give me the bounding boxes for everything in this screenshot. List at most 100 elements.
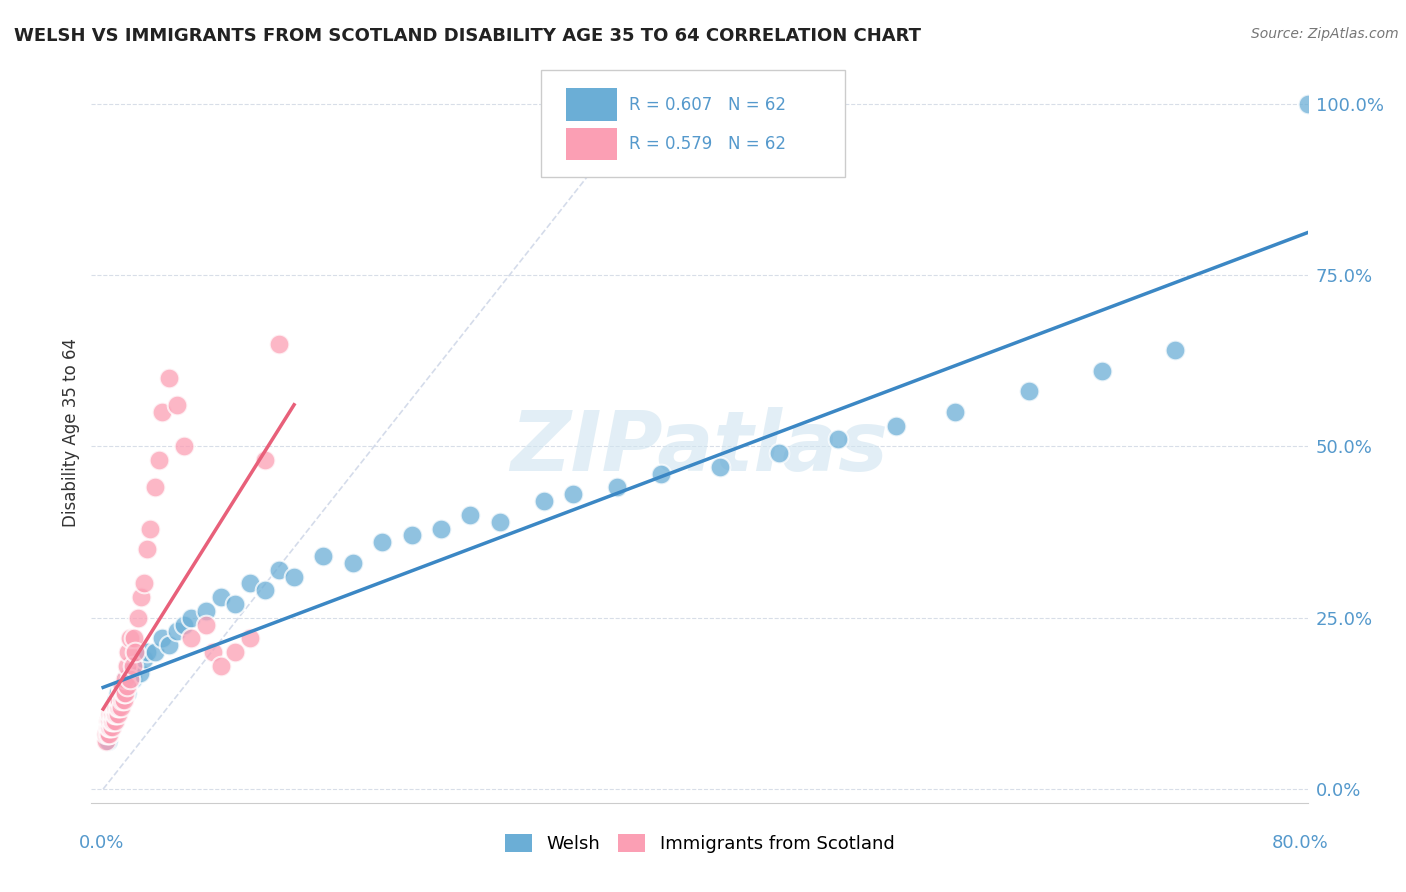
Point bbox=[101, 706, 124, 721]
Point bbox=[111, 679, 134, 693]
Point bbox=[430, 522, 453, 536]
Text: WELSH VS IMMIGRANTS FROM SCOTLAND DISABILITY AGE 35 TO 64 CORRELATION CHART: WELSH VS IMMIGRANTS FROM SCOTLAND DISABI… bbox=[14, 27, 921, 45]
Point bbox=[239, 632, 262, 646]
Point bbox=[104, 706, 127, 721]
Point bbox=[143, 480, 166, 494]
FancyBboxPatch shape bbox=[565, 88, 617, 121]
Point bbox=[127, 611, 149, 625]
Point bbox=[104, 699, 127, 714]
Point bbox=[173, 617, 195, 632]
Text: ZIPatlas: ZIPatlas bbox=[510, 407, 889, 488]
Point bbox=[122, 632, 145, 646]
Point bbox=[1164, 343, 1187, 358]
Point bbox=[98, 720, 121, 734]
Point bbox=[488, 515, 510, 529]
Point bbox=[96, 734, 118, 748]
Point bbox=[114, 673, 136, 687]
Point bbox=[114, 686, 136, 700]
Point bbox=[148, 453, 170, 467]
Point bbox=[134, 652, 156, 666]
Point bbox=[768, 446, 790, 460]
Point bbox=[103, 706, 125, 721]
Point bbox=[136, 645, 159, 659]
Point bbox=[104, 699, 127, 714]
Point bbox=[105, 699, 128, 714]
Point bbox=[112, 686, 135, 700]
Point bbox=[134, 576, 156, 591]
Point bbox=[110, 686, 132, 700]
Point bbox=[253, 453, 276, 467]
Point bbox=[108, 693, 131, 707]
Point bbox=[157, 638, 180, 652]
Point bbox=[124, 645, 146, 659]
Point bbox=[104, 706, 127, 721]
Point bbox=[136, 542, 159, 557]
Point bbox=[112, 693, 135, 707]
Point bbox=[104, 714, 127, 728]
Point bbox=[209, 590, 232, 604]
Point bbox=[101, 714, 124, 728]
Point bbox=[96, 720, 118, 734]
Point bbox=[180, 632, 202, 646]
Point bbox=[401, 528, 423, 542]
Point bbox=[650, 467, 672, 481]
Text: 0.0%: 0.0% bbox=[79, 834, 124, 852]
Point bbox=[827, 433, 849, 447]
Point bbox=[709, 459, 731, 474]
Point bbox=[100, 720, 122, 734]
Point bbox=[224, 645, 246, 659]
Point bbox=[371, 535, 394, 549]
Point bbox=[194, 604, 217, 618]
Point bbox=[105, 693, 128, 707]
FancyBboxPatch shape bbox=[541, 70, 845, 178]
Point bbox=[112, 679, 135, 693]
Point bbox=[96, 714, 118, 728]
Point bbox=[115, 679, 138, 693]
Point bbox=[1018, 384, 1040, 399]
Point bbox=[562, 487, 585, 501]
Point bbox=[943, 405, 966, 419]
Point bbox=[1091, 364, 1114, 378]
Point bbox=[107, 686, 129, 700]
Point bbox=[107, 706, 129, 721]
Point bbox=[100, 714, 122, 728]
Point bbox=[884, 418, 907, 433]
Point bbox=[166, 398, 188, 412]
Point bbox=[98, 727, 121, 741]
Text: Source: ZipAtlas.com: Source: ZipAtlas.com bbox=[1251, 27, 1399, 41]
Point bbox=[117, 645, 139, 659]
Point bbox=[128, 665, 150, 680]
Point bbox=[121, 658, 143, 673]
Point bbox=[139, 522, 162, 536]
Text: R = 0.607   N = 62: R = 0.607 N = 62 bbox=[628, 95, 786, 113]
Point bbox=[115, 686, 138, 700]
Point bbox=[115, 658, 138, 673]
Y-axis label: Disability Age 35 to 64: Disability Age 35 to 64 bbox=[62, 338, 80, 527]
Point bbox=[117, 673, 139, 687]
Point bbox=[101, 706, 124, 721]
Point bbox=[98, 720, 121, 734]
Point bbox=[110, 686, 132, 700]
Point bbox=[110, 699, 132, 714]
Point bbox=[94, 727, 117, 741]
Point bbox=[1296, 96, 1319, 111]
Point bbox=[98, 727, 121, 741]
Point bbox=[157, 371, 180, 385]
Point bbox=[224, 597, 246, 611]
Point bbox=[150, 405, 173, 419]
Point bbox=[173, 439, 195, 453]
FancyBboxPatch shape bbox=[565, 128, 617, 161]
Point bbox=[107, 699, 129, 714]
Point bbox=[166, 624, 188, 639]
Point bbox=[108, 699, 131, 714]
Legend: Welsh, Immigrants from Scotland: Welsh, Immigrants from Scotland bbox=[498, 827, 901, 861]
Point bbox=[100, 714, 122, 728]
Point bbox=[103, 699, 125, 714]
Point bbox=[209, 658, 232, 673]
Point bbox=[96, 727, 118, 741]
Point bbox=[269, 563, 291, 577]
Point bbox=[150, 632, 173, 646]
Point bbox=[194, 617, 217, 632]
Point bbox=[94, 734, 117, 748]
Point bbox=[103, 699, 125, 714]
